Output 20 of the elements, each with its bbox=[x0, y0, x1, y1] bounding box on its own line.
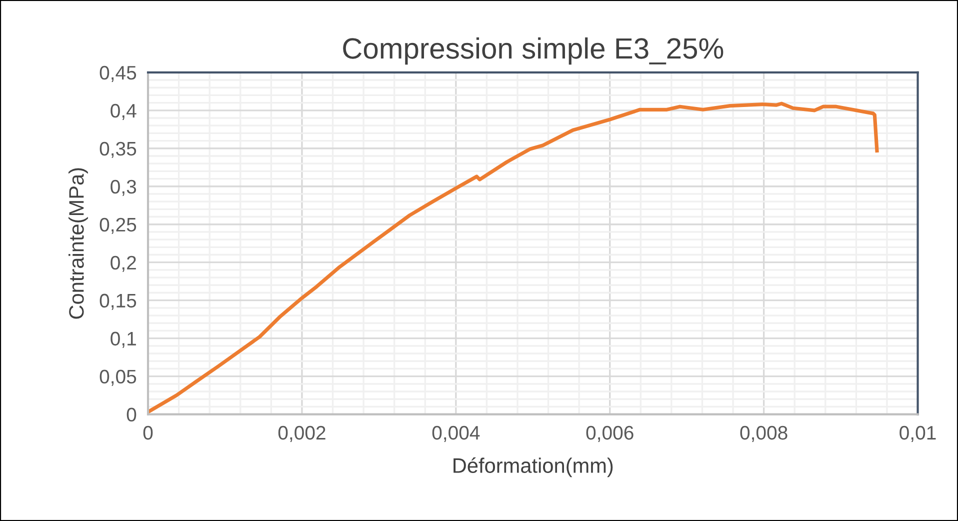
x-tick-label: 0,002 bbox=[278, 426, 326, 442]
y-tick-label: 0,4 bbox=[110, 104, 136, 120]
line-series bbox=[148, 102, 879, 414]
y-tick-label: 0,45 bbox=[100, 66, 136, 82]
x-axis-title: Déformation(mm) bbox=[454, 457, 613, 478]
y-tick-label: 0,25 bbox=[100, 218, 136, 234]
y-tick-label: 0,05 bbox=[100, 370, 136, 386]
y-tick-label: 0,1 bbox=[110, 332, 136, 348]
y-tick-label: 0,35 bbox=[100, 142, 136, 158]
y-tick-label: 0,2 bbox=[110, 256, 136, 272]
x-tick-label: 0,008 bbox=[740, 426, 788, 442]
y-axis-title: Contrainte(MPa) bbox=[68, 168, 88, 319]
x-tick-label: 0,004 bbox=[432, 426, 480, 442]
x-tick-label: 0,01 bbox=[900, 426, 936, 442]
y-tick-label: 0 bbox=[126, 408, 136, 422]
chart-title: Compression simple E3_25% bbox=[343, 37, 724, 65]
y-tick-label: 0,15 bbox=[100, 294, 136, 310]
x-tick-label: 0,006 bbox=[586, 426, 634, 442]
x-tick-label: 0 bbox=[143, 426, 153, 440]
y-tick-label: 0,3 bbox=[110, 180, 136, 196]
